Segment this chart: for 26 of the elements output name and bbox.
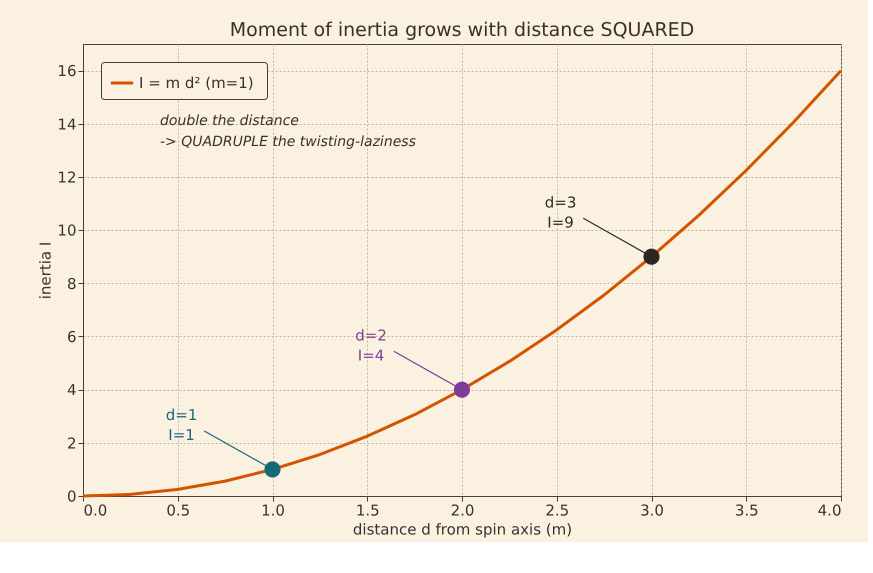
y-tick-label: 6 bbox=[66, 328, 76, 346]
x-tick-label: 0.5 bbox=[166, 502, 190, 520]
x-axis-title: distance d from spin axis (m) bbox=[352, 520, 572, 538]
chart-title: Moment of inertia grows with distance SQUARED bbox=[230, 19, 694, 41]
y-tick-label: 14 bbox=[57, 115, 76, 134]
y-tick-label: 0 bbox=[66, 488, 76, 506]
x-tick-label: 2.0 bbox=[450, 502, 474, 520]
y-tick-label: 2 bbox=[66, 434, 76, 452]
x-tick-label: 3.0 bbox=[640, 502, 664, 520]
y-tick-label: 12 bbox=[57, 168, 76, 186]
x-tick-label: 3.5 bbox=[734, 502, 759, 520]
legend-label: I = m d² (m=1) bbox=[139, 74, 254, 92]
y-tick-label: 8 bbox=[66, 274, 76, 293]
x-tick-label: 4.0 bbox=[818, 502, 842, 520]
y-tick-label: 10 bbox=[57, 222, 76, 240]
annotation: d=3 I=9 bbox=[544, 193, 576, 232]
y-tick-label: 16 bbox=[57, 62, 76, 80]
x-tick-label: 2.5 bbox=[545, 502, 570, 520]
annotation: double the distance -> QUADRUPLE the twisting-laziness bbox=[160, 113, 416, 150]
y-axis-title: inertia I bbox=[36, 242, 54, 300]
x-tick-label: 0.0 bbox=[84, 502, 108, 520]
annotation: d=2 I=4 bbox=[355, 326, 387, 364]
y-tick-label: 4 bbox=[66, 381, 76, 400]
x-tick-label: 1.0 bbox=[261, 502, 285, 520]
annotation: d=1 I=1 bbox=[166, 406, 198, 444]
x-tick-label: 1.5 bbox=[356, 502, 380, 520]
